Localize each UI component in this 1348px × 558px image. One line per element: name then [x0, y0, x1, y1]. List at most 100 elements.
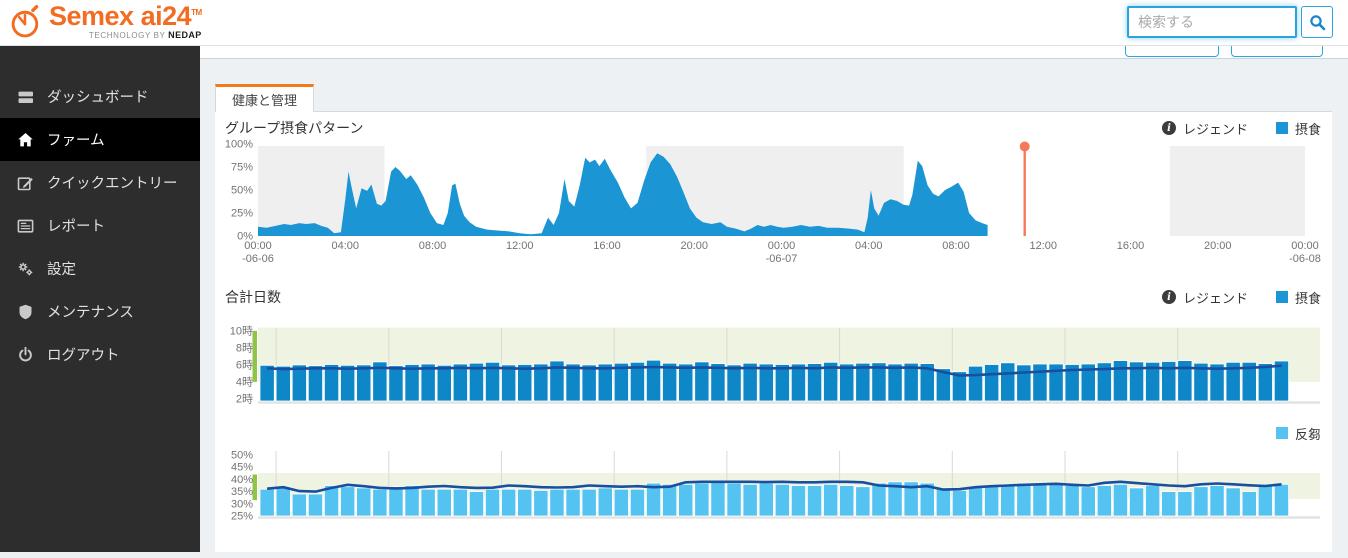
feeding-area-series	[258, 153, 988, 236]
total-days-chart: 10時 8時 6時 4時 2時	[225, 321, 1321, 416]
sidebar-item-label: メンテナンス	[47, 305, 134, 321]
svg-text:20:00: 20:00	[680, 240, 708, 252]
legend-swatch	[1275, 291, 1288, 303]
svg-text:50%: 50%	[231, 450, 253, 462]
rumination-svg: 50%45%40%35%30%25%	[231, 450, 1320, 523]
clock-icon	[11, 5, 39, 38]
sidebar-item-2[interactable]: クイックエントリー	[0, 161, 200, 204]
power-icon	[17, 346, 35, 364]
svg-text:-06-06: -06-06	[242, 253, 274, 265]
chart1-header: グループ摂食パターン i レジェンド 摂食	[225, 119, 1321, 137]
svg-text:04:00: 04:00	[331, 240, 359, 252]
trend-line	[266, 480, 1282, 493]
svg-text:75%: 75%	[231, 162, 253, 174]
svg-text:30%: 30%	[231, 498, 253, 510]
sidebar-nav: ダッシュボード ファームクイックエントリー レポート設定メンテナンス ログアウト	[0, 46, 200, 552]
sidebar-item-label: ログアウト	[47, 348, 120, 364]
svg-text:25%: 25%	[231, 511, 253, 523]
svg-text:35%: 35%	[231, 486, 253, 498]
search-input[interactable]	[1127, 6, 1297, 38]
legend-label: レジェンド	[1182, 290, 1248, 306]
svg-text:04:00: 04:00	[855, 240, 883, 252]
svg-text:08:00: 08:00	[942, 240, 970, 252]
svg-text:6時: 6時	[236, 358, 253, 371]
target-indicator	[252, 474, 257, 501]
bars-series	[259, 481, 1290, 517]
legend-swatch	[1275, 427, 1288, 439]
info-icon: i	[1161, 121, 1176, 135]
sidebar-item-label: ダッシュボード	[47, 90, 149, 106]
svg-text:8時: 8時	[236, 341, 253, 354]
bars-series	[259, 359, 1290, 402]
chart2-header: 合計日数 i レジェンド 摂食	[225, 288, 1321, 306]
svg-text:-06-08: -06-08	[1289, 253, 1321, 265]
brand-name: Semex ai24TM	[49, 1, 202, 31]
sidebar-item-label: クイックエントリー	[47, 176, 178, 192]
chart2-legend[interactable]: i レジェンド 摂食	[1161, 288, 1321, 307]
edit-icon	[17, 174, 35, 192]
home-icon	[17, 131, 35, 149]
svg-text:-06-07: -06-07	[766, 253, 798, 265]
svg-text:12:00: 12:00	[1029, 240, 1057, 252]
sidebar-item-1[interactable]: ファーム	[0, 118, 200, 161]
svg-text:4時: 4時	[236, 375, 253, 388]
shield-icon	[17, 303, 35, 321]
trend-line	[267, 364, 1282, 377]
svg-text:00:00: 00:00	[1291, 240, 1319, 252]
brand-tagline: TECHNOLOGY BY NEDAP	[88, 30, 202, 40]
sidebar-item-5[interactable]: メンテナンス	[0, 290, 200, 333]
legend-swatch	[1275, 122, 1288, 134]
sidebar-item-6[interactable]: ログアウト	[0, 333, 200, 376]
svg-text:50%: 50%	[231, 185, 253, 197]
svg-text:00:00: 00:00	[244, 240, 272, 252]
app-logo[interactable]: Semex ai24TM TECHNOLOGY BY NEDAP	[10, 3, 202, 41]
sidebar-item-3[interactable]: レポート	[0, 204, 200, 247]
rumination-chart: 50% 45% 40% 35% 30% 25%	[225, 448, 1321, 558]
svg-text:16:00: 16:00	[593, 240, 621, 252]
chart1-legend[interactable]: i レジェンド 摂食	[1161, 119, 1321, 138]
svg-text:25%: 25%	[231, 208, 253, 220]
svg-text:0%: 0%	[237, 231, 253, 243]
settings-icon	[17, 260, 35, 278]
night-band	[1169, 146, 1305, 236]
chart2-title: 合計日数	[225, 289, 281, 305]
search-icon	[1309, 14, 1325, 30]
report-icon	[17, 217, 35, 235]
chart3-legend[interactable]: 反芻	[1275, 424, 1321, 443]
trademark: TM	[191, 8, 202, 17]
sidebar-item-4[interactable]: 設定	[0, 247, 200, 290]
svg-text:08:00: 08:00	[419, 240, 447, 252]
svg-text:45%: 45%	[231, 462, 253, 474]
total-days-svg: 10時 8時 6時 4時 2時	[230, 324, 1320, 405]
sidebar-item-label: 設定	[47, 262, 76, 278]
feeding-pattern-chart: 100% 75% 50% 25% 0% 00:00 -06-06 04:00 08:00 12:0…	[225, 139, 1321, 272]
scrolled-toolbar-strip	[200, 46, 1348, 59]
search-button[interactable]	[1301, 6, 1333, 38]
tab-health-management[interactable]: 健康と管理	[215, 84, 315, 112]
target-indicator	[252, 330, 257, 382]
legend-label: 反芻	[1294, 426, 1321, 442]
content-panel: グループ摂食パターン i レジェンド 摂食 100% 75% 50% 25% 0% 00:00…	[215, 111, 1332, 552]
svg-text:100%: 100%	[225, 139, 253, 151]
sidebar-item-label: ファーム	[47, 133, 105, 149]
svg-text:00:00: 00:00	[768, 240, 796, 252]
dashboard-icon	[17, 88, 35, 106]
now-marker-head[interactable]	[1019, 141, 1030, 152]
svg-text:20:00: 20:00	[1204, 240, 1232, 252]
legend-label: 摂食	[1294, 290, 1321, 306]
sidebar-item-0[interactable]: ダッシュボード	[0, 75, 200, 118]
svg-text:12:00: 12:00	[506, 240, 534, 252]
svg-text:16:00: 16:00	[1117, 240, 1145, 252]
svg-text:2時: 2時	[236, 392, 253, 405]
legend-label: レジェンド	[1182, 121, 1248, 137]
cutoff-button-2[interactable]	[1231, 46, 1323, 57]
svg-text:10時: 10時	[230, 324, 253, 337]
cutoff-button-1[interactable]	[1125, 46, 1219, 57]
legend-label: 摂食	[1294, 121, 1321, 137]
app-header: Semex ai24TM TECHNOLOGY BY NEDAP	[0, 0, 1348, 46]
chart3-header: 反芻	[225, 424, 1321, 442]
svg-text:40%: 40%	[231, 474, 253, 486]
sidebar-item-label: レポート	[47, 219, 105, 235]
info-icon: i	[1161, 290, 1176, 304]
